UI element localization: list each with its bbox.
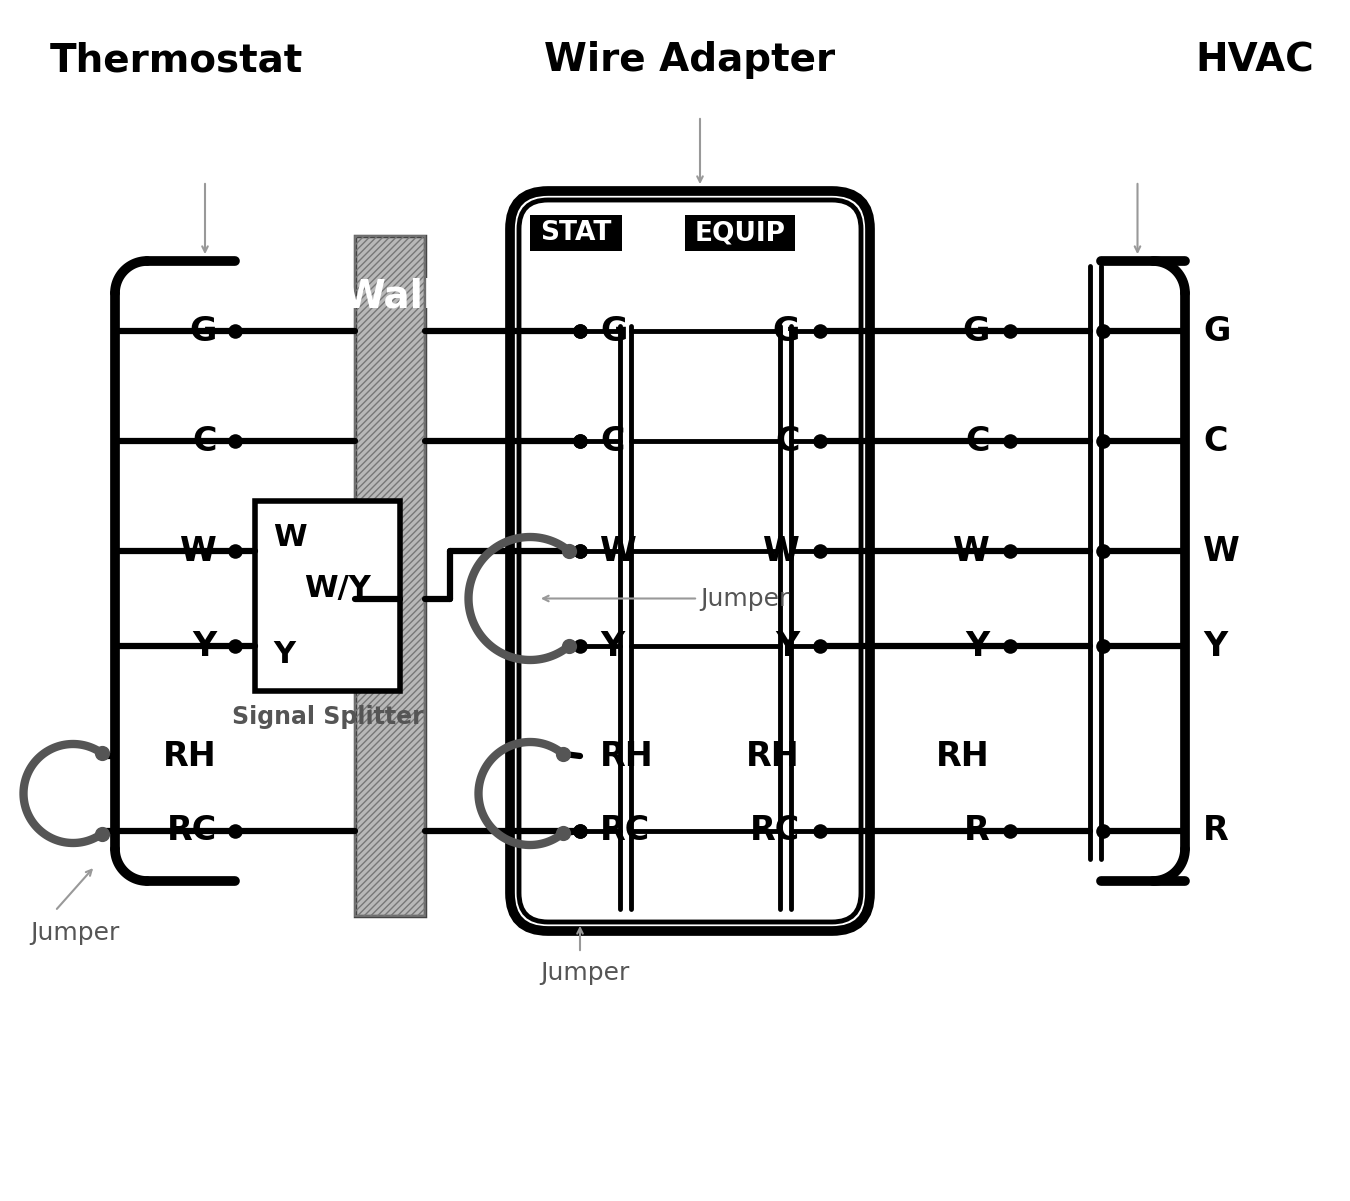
Text: Wall: Wall [343,277,437,315]
Point [1092,322,1114,341]
Text: W/Y: W/Y [304,574,371,603]
Point [1092,637,1114,656]
Text: RH: RH [599,740,653,772]
Point [570,542,591,561]
Point [224,322,246,341]
Point [559,542,580,561]
Text: R: R [1203,814,1228,848]
Point [224,431,246,450]
Point [570,821,591,841]
Point [809,821,830,841]
Text: HVAC: HVAC [1196,41,1315,79]
Text: Wire Adapter: Wire Adapter [544,41,836,79]
Text: Wall: Wall [343,163,437,201]
Point [224,542,246,561]
Text: G: G [963,315,990,347]
Point [809,322,830,341]
Bar [355,237,425,916]
Text: STAT: STAT [540,220,612,246]
Text: W: W [763,534,801,568]
Text: Jumper: Jumper [540,961,629,985]
Point [224,637,246,656]
Text: G: G [189,315,217,347]
Text: W: W [1203,534,1239,568]
Point [999,431,1021,450]
Text: Y: Y [965,629,990,663]
Text: G: G [1203,315,1230,347]
Point [809,637,830,656]
Text: G: G [599,315,628,347]
Point [92,743,113,763]
Text: Y: Y [599,629,624,663]
Point [570,542,591,561]
Text: RH: RH [163,740,217,772]
Text: W: W [953,534,990,568]
FancyBboxPatch shape [518,201,861,922]
Text: C: C [775,424,801,458]
Text: Jumper: Jumper [30,921,119,945]
Point [1092,431,1114,450]
Text: Y: Y [193,629,217,663]
Point [92,824,113,843]
Point [809,431,830,450]
Text: RC: RC [599,814,651,848]
Text: R: R [964,814,990,848]
Bar [255,501,400,691]
Point [552,745,574,764]
FancyBboxPatch shape [510,191,869,931]
Point [999,542,1021,561]
Point [570,322,591,341]
Point [999,821,1021,841]
Bar [355,237,425,916]
Text: RC: RC [749,814,801,848]
Point [559,637,580,656]
Text: Thermostat: Thermostat [50,41,304,79]
Text: C: C [193,424,217,458]
Point [552,824,574,843]
Point [999,637,1021,656]
Point [1092,821,1114,841]
Point [809,542,830,561]
Point [570,637,591,656]
Point [1092,542,1114,561]
Text: Jumper: Jumper [701,586,790,610]
Text: W: W [273,522,306,552]
Point [570,821,591,841]
Text: G: G [772,315,801,347]
Point [999,322,1021,341]
Text: RH: RH [747,740,801,772]
Text: Wall: Wall [343,118,437,156]
Text: C: C [599,424,625,458]
Text: Signal Splitter: Signal Splitter [232,705,424,729]
Point [570,431,591,450]
Text: RC: RC [167,814,217,848]
Text: Y: Y [273,640,296,669]
Text: Y: Y [1203,629,1227,663]
Text: W: W [180,534,217,568]
Point [570,322,591,341]
Text: C: C [965,424,990,458]
Text: EQUIP: EQUIP [694,220,786,246]
Bar [531,215,622,251]
Text: Y: Y [776,629,801,663]
Text: RH: RH [937,740,990,772]
Bar [684,215,795,251]
Point [570,431,591,450]
Text: W: W [599,534,637,568]
Point [224,821,246,841]
Text: C: C [1203,424,1227,458]
